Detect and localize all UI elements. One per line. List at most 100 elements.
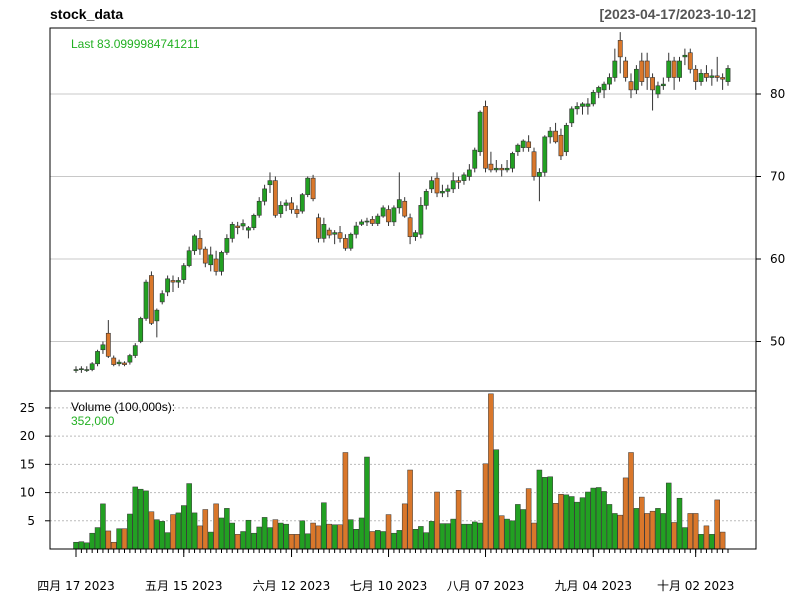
volume-bar [542, 477, 548, 550]
volume-bar [671, 522, 677, 550]
candle-body [251, 214, 257, 228]
volume-bar [633, 508, 640, 550]
volume-bar [509, 520, 516, 550]
candle-body [294, 209, 300, 214]
volume-bar [380, 531, 386, 550]
volume-bar [154, 519, 160, 550]
candle-body [445, 188, 451, 192]
candle-body [391, 207, 397, 223]
candle-body [423, 191, 429, 206]
candle-body [138, 318, 144, 342]
candle-body [698, 73, 704, 82]
candle-body [240, 223, 246, 227]
volume-bar [100, 503, 106, 550]
volume-last-value: 352,000 [71, 414, 115, 428]
candle-body [590, 92, 596, 105]
volume-bar [595, 487, 602, 550]
x-tick-label: 十月 02 2023 [657, 579, 734, 593]
volume-y-tick-label: 20 [20, 429, 35, 443]
candle-body [418, 205, 424, 235]
candle-body [504, 167, 510, 171]
volume-bar [568, 496, 575, 550]
candle-body [709, 75, 715, 78]
volume-bar [207, 531, 214, 550]
candle-body [456, 180, 461, 183]
candle-body [159, 293, 165, 303]
volume-bar [644, 513, 650, 550]
volume-bar [418, 526, 424, 550]
candle-body [380, 207, 386, 217]
candle-body [666, 60, 672, 78]
volume-bar [272, 519, 279, 550]
candle-body [677, 60, 682, 78]
candle-body [305, 177, 311, 195]
volume-bar [525, 488, 532, 550]
volume-grid [50, 407, 756, 522]
volume-bar [498, 515, 505, 550]
candle-body [650, 77, 655, 91]
candle-body [547, 130, 553, 138]
candle-body [671, 60, 677, 78]
volume-bars [73, 393, 726, 550]
volume-bar [353, 529, 359, 550]
candle-body [558, 134, 564, 157]
volume-bar [709, 534, 715, 550]
volume-bar [288, 534, 295, 550]
volume-bar [493, 449, 500, 550]
candle-body [105, 332, 111, 357]
volume-bar [256, 526, 262, 550]
candle-body [644, 60, 650, 78]
candle-body [520, 140, 526, 148]
candle-body [235, 225, 241, 228]
candle-body [628, 81, 634, 91]
volume-bar [445, 523, 451, 550]
candle-body [170, 280, 176, 283]
candle-body [181, 265, 187, 280]
volume-bar [412, 529, 419, 550]
candle-body [197, 238, 203, 250]
x-tick-label: 九月 04 2023 [555, 579, 632, 593]
candle-body [466, 169, 472, 177]
volume-bar [245, 519, 252, 550]
volume-bar [186, 483, 192, 550]
candle-body [617, 40, 623, 58]
volume-bar [137, 488, 144, 550]
last-price-label: Last 83.0999984741211 [71, 37, 200, 51]
volume-bar [396, 530, 403, 550]
candle-body [364, 220, 370, 223]
volume-bar [175, 512, 182, 550]
volume-bar [224, 508, 230, 550]
candle-body [208, 254, 214, 266]
candle-body [283, 202, 289, 206]
candle-body [369, 219, 375, 224]
volume-bar [170, 514, 176, 550]
volume-bar [342, 452, 349, 550]
volume-bar [488, 393, 494, 550]
volume-bar [471, 521, 478, 550]
volume-bar [676, 497, 683, 550]
x-tick-label: 六月 12 2023 [253, 579, 330, 593]
candle-body [472, 149, 478, 169]
candle-body [95, 351, 100, 365]
volume-bar [283, 523, 289, 550]
candle-body [434, 177, 440, 194]
volume-bar [590, 487, 597, 550]
volume-bar [439, 523, 446, 550]
volume-bar [585, 491, 591, 550]
candle-body [682, 54, 688, 58]
candle-body [542, 136, 548, 173]
volume-bar [639, 496, 645, 550]
volume-bar [326, 523, 333, 550]
volume-bar [181, 505, 187, 550]
volume-bar [278, 522, 284, 550]
candle-body [477, 111, 483, 153]
volume-bar [251, 532, 257, 550]
candle-body [154, 309, 160, 322]
volume-y-tick-label: 10 [20, 486, 35, 500]
volume-bar [116, 528, 122, 550]
candle-body [633, 68, 639, 91]
candle-body [704, 73, 709, 78]
candle-body [262, 188, 267, 202]
volume-bar [558, 494, 564, 550]
volume-bar [148, 511, 155, 550]
